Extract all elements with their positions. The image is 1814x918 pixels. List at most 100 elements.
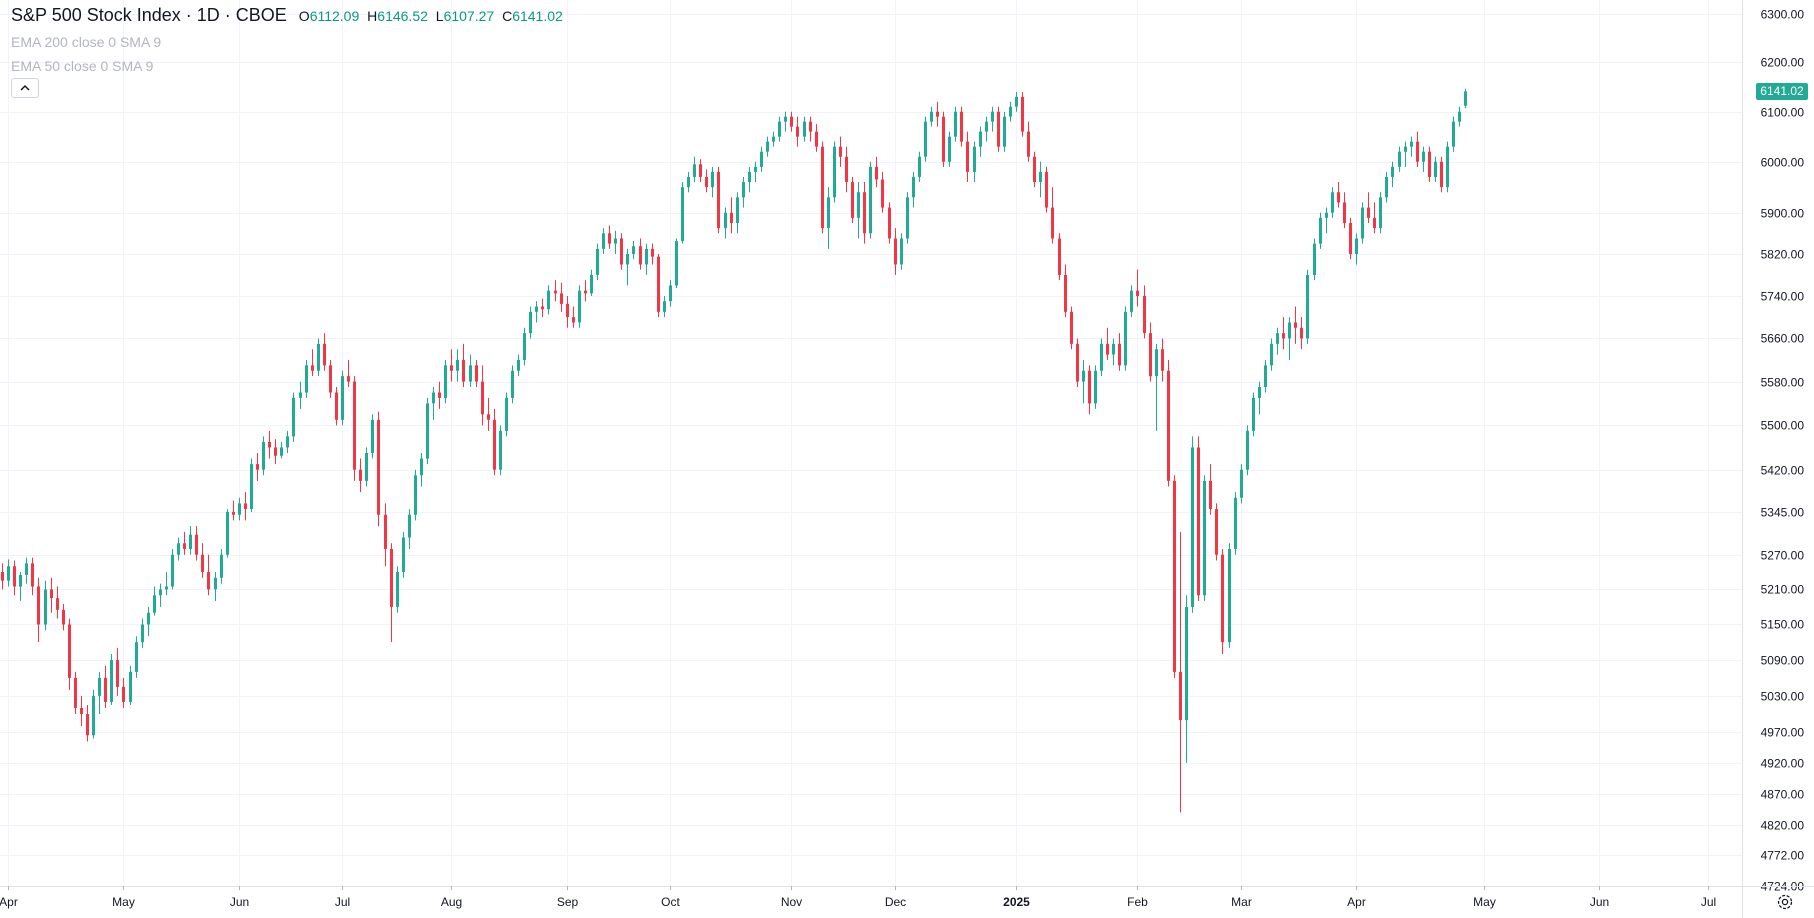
collapse-legend-button[interactable]: [11, 78, 39, 98]
indicator-ema-200[interactable]: EMA 200 close 0 SMA 9: [11, 34, 162, 50]
candle: [1003, 111, 1006, 152]
candle: [122, 677, 125, 708]
candle: [942, 111, 945, 167]
candle: [1252, 392, 1255, 437]
candle: [1149, 322, 1152, 382]
candle-body: [687, 176, 690, 188]
candle-body: [1106, 343, 1109, 355]
candle: [851, 176, 854, 223]
candle-body: [1058, 238, 1061, 275]
candle-body: [305, 365, 308, 393]
candle: [214, 572, 217, 602]
candle: [1349, 217, 1352, 260]
candle: [736, 192, 739, 234]
candle: [37, 577, 40, 643]
candle: [948, 131, 951, 167]
candle-body: [1088, 370, 1091, 404]
candle-body: [493, 419, 496, 470]
candle-body: [1155, 349, 1158, 377]
candle-body: [796, 126, 799, 137]
candle: [1185, 595, 1188, 763]
candle: [869, 161, 872, 239]
indicator-ema-50[interactable]: EMA 50 close 0 SMA 9: [11, 58, 154, 74]
time-tick-label: Sep: [557, 895, 579, 909]
time-axis[interactable]: Apr May Jun Jul Aug Sep Oct Nov Dec 2025 Feb Mar Apr…: [0, 886, 1814, 909]
candle: [626, 248, 629, 286]
candle: [505, 392, 508, 437]
candle-body: [13, 566, 16, 587]
candle-body: [809, 121, 812, 132]
candle-body: [499, 430, 502, 470]
candle: [602, 228, 605, 255]
candle-body: [1203, 480, 1206, 596]
candle-body: [420, 458, 423, 476]
candle: [711, 166, 714, 198]
candle: [469, 354, 472, 388]
candle: [839, 136, 842, 167]
candle: [1282, 317, 1285, 350]
candle-body: [323, 343, 326, 366]
candle-body: [772, 136, 775, 142]
candle: [1404, 141, 1407, 167]
time-tick-label: Feb: [1127, 895, 1148, 909]
candle-body: [742, 182, 745, 198]
price-axis[interactable]: 6300.00 6200.00 6100.00 6000.00 5900.00 5820.…: [1742, 0, 1805, 918]
candle: [590, 269, 593, 296]
candle: [1106, 327, 1109, 360]
candle: [1167, 359, 1170, 487]
candle-body: [760, 151, 763, 167]
candle-body: [960, 111, 963, 142]
candle-body: [669, 285, 672, 302]
candle-body: [226, 511, 229, 555]
candle: [371, 414, 374, 459]
price-tick-label: 5150.00: [1761, 618, 1805, 632]
price-tick-label: 5580.00: [1761, 376, 1805, 390]
candle: [353, 376, 356, 481]
low-value: 6107.27: [443, 8, 495, 24]
candle: [62, 603, 65, 631]
candle: [299, 381, 302, 409]
candle: [25, 557, 28, 584]
candle: [262, 436, 265, 476]
candle: [645, 243, 648, 275]
candle: [979, 126, 982, 157]
candle-body: [1264, 365, 1267, 388]
candle-body: [171, 554, 174, 587]
candle-body: [584, 290, 587, 294]
candle-body: [1228, 548, 1231, 643]
candle: [1434, 156, 1437, 183]
candle: [1130, 285, 1133, 318]
candle: [159, 583, 162, 607]
candle-body: [1300, 327, 1303, 339]
candle: [56, 586, 59, 619]
candle-body: [1325, 212, 1328, 218]
candle: [1306, 269, 1309, 344]
candle-body: [1124, 311, 1127, 366]
candle: [396, 566, 399, 613]
candle: [960, 106, 963, 147]
candle: [511, 365, 514, 404]
candle-body: [1355, 238, 1358, 255]
settings-button[interactable]: [1775, 892, 1795, 912]
candle-body: [1197, 447, 1200, 596]
candle-body: [37, 586, 40, 625]
candle: [177, 537, 180, 561]
candle: [833, 141, 836, 203]
candle: [881, 171, 884, 213]
candle-body: [159, 589, 162, 596]
symbol-title[interactable]: S&P 500 Stock Index · 1D · CBOE: [11, 5, 287, 25]
candle: [906, 192, 909, 244]
candle: [226, 509, 229, 558]
candle: [1240, 464, 1243, 504]
candle-body: [462, 359, 465, 382]
candle: [1058, 233, 1061, 281]
candle: [462, 343, 465, 388]
candle-body: [19, 574, 22, 587]
candle-body: [1015, 96, 1018, 107]
candle: [529, 306, 532, 339]
candle: [639, 238, 642, 270]
candle-body: [1306, 274, 1309, 339]
candle: [1440, 156, 1443, 193]
candle-body: [1446, 146, 1449, 188]
